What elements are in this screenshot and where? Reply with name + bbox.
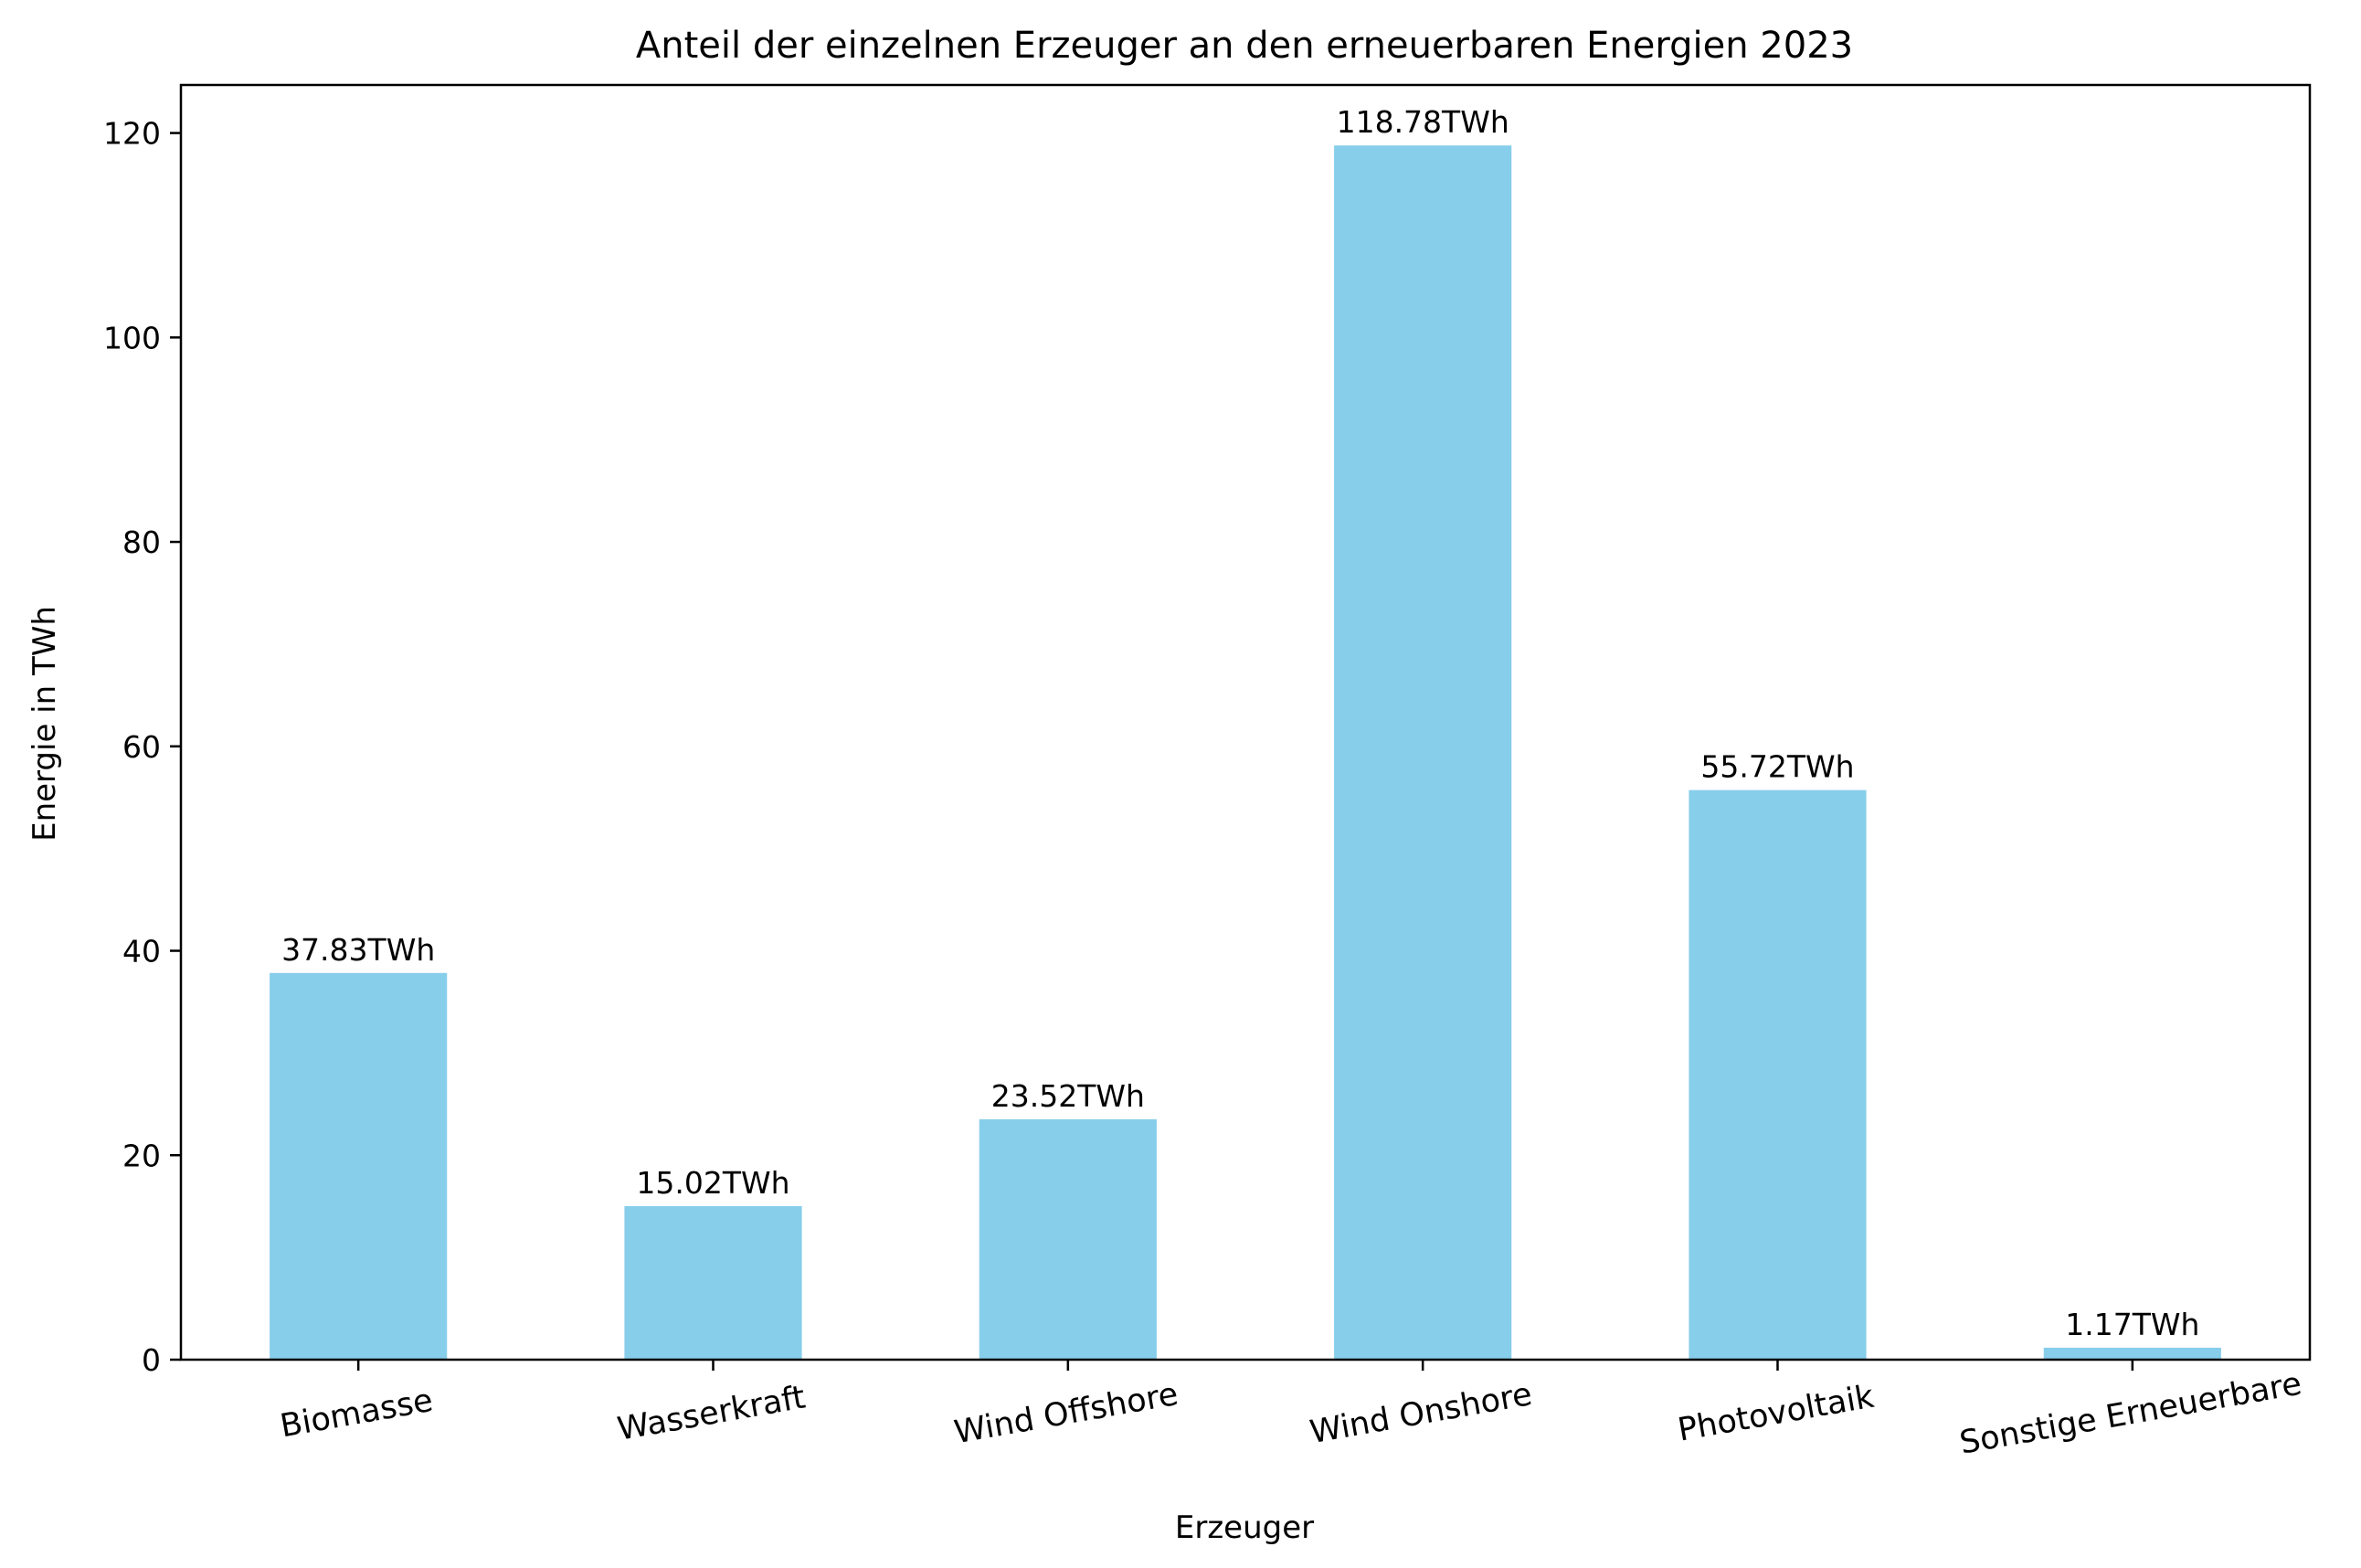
bar-value-label-2: 23.52TWh [991,1078,1145,1114]
y-axis: 0 20 40 60 80 100 120 [103,116,181,1378]
bar-5 [2043,1347,2221,1360]
plot-frame [179,83,2312,1361]
bar-4 [1689,789,1867,1360]
bar-value-label-4: 55.72TWh [1700,749,1854,785]
chart-title: Anteil der einzelnen Erzeuger an den ern… [636,25,1853,67]
y-tick-label-6: 120 [103,116,161,152]
bars-group [270,145,2221,1361]
y-tick-label-3: 60 [122,729,161,765]
x-axis-label: Erzeuger [1175,1510,1314,1546]
bar-value-label-5: 1.17TWh [2065,1307,2199,1342]
bar-value-label-1: 15.02TWh [636,1165,789,1201]
bar-1 [624,1205,802,1360]
y-tick-label-5: 100 [103,320,161,355]
bar-labels-group: 37.83TWh 15.02TWh 23.52TWh 118.78TWh 55.72TW… [281,104,2199,1342]
bar-value-label-0: 37.83TWh [281,932,435,968]
y-tick-label-4: 80 [122,524,161,560]
bar-2 [979,1118,1157,1360]
bar-0 [270,972,448,1360]
y-tick-label-0: 0 [142,1342,161,1378]
bar-value-label-3: 118.78TWh [1337,104,1509,140]
bar-3 [1334,145,1512,1361]
y-tick-label-2: 40 [122,934,161,969]
y-axis-label: Energie in TWh [26,606,63,842]
y-tick-label-1: 20 [122,1138,161,1173]
